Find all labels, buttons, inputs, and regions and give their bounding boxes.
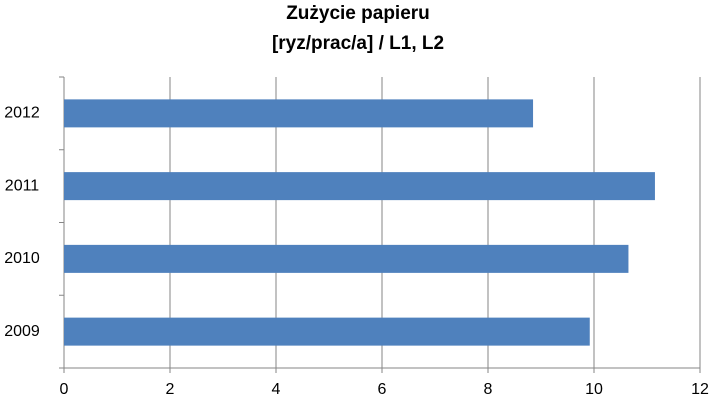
x-tick-label: 8 [484,381,493,398]
bar [64,99,534,128]
x-tick-label: 10 [585,381,603,398]
bar [64,244,629,273]
x-tick-label: 4 [272,381,281,398]
x-tick-label: 6 [378,381,387,398]
y-tick-label: 2011 [5,177,40,194]
x-tick-label: 2 [166,381,175,398]
bar [64,172,655,201]
x-tick-label: 0 [60,381,69,398]
y-tick-label: 2009 [4,323,40,340]
y-tick-label: 2010 [4,250,40,267]
bar [64,317,590,346]
chart-title: Zużycie papieru [286,3,430,24]
x-tick-label: 12 [691,381,709,398]
chart-subtitle: [ryz/prac/a] / L1, L2 [272,33,444,54]
y-tick-label: 2012 [4,105,40,122]
